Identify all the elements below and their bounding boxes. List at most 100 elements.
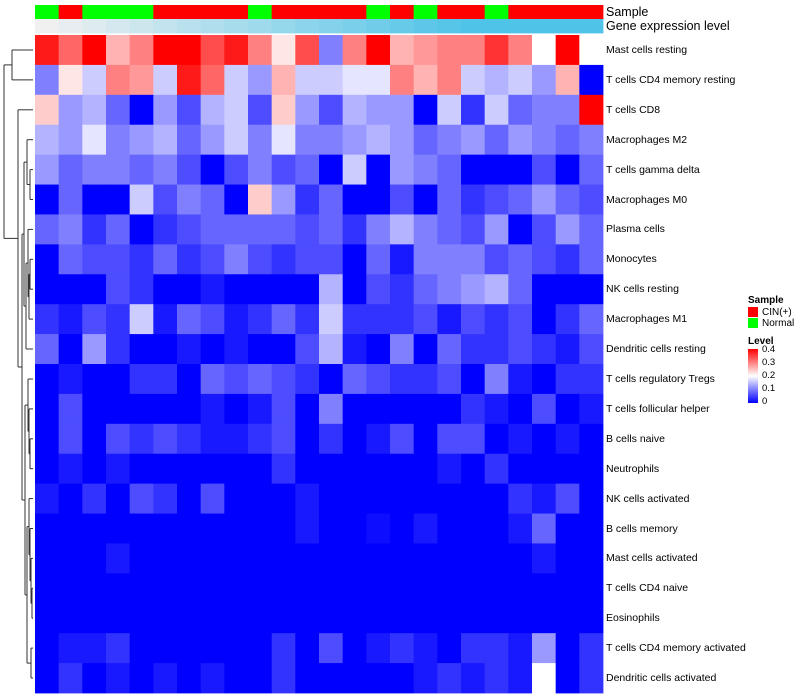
heatmap-cell [366,393,391,425]
heatmap-cell [177,453,202,485]
heatmap-cell [366,573,391,604]
heatmap-cell [224,364,249,395]
heatmap-cell [224,124,249,156]
sample-annotation-cell [35,5,60,20]
heatmap-cell [390,35,415,66]
heatmap-cell [342,393,367,425]
heatmap-cell [82,154,107,185]
sample-legend-swatch-cin [748,307,758,317]
heatmap-cell [508,124,533,156]
gene-expression-annotation-cell [58,19,83,34]
heatmap-cell [177,633,202,664]
heatmap-cell [366,304,391,335]
heatmap-cell [129,513,154,544]
heatmap-cell [58,483,83,514]
heatmap-cell [58,543,83,574]
heatmap-cell [366,274,391,305]
heatmap-cell [200,573,225,604]
heatmap-cell [271,364,296,395]
heatmap-cell [532,573,557,604]
heatmap-cell [248,663,273,694]
heatmap-cell [413,573,438,604]
heatmap-cell [271,35,296,66]
heatmap-cell [508,573,533,604]
gene-expression-annotation-cell [177,19,202,34]
heatmap-cell [295,274,320,305]
heatmap-cell [461,453,486,485]
sample-annotation-cell [366,5,391,20]
heatmap-cell [532,35,557,66]
heatmap-cell [390,364,415,395]
heatmap-cell [295,184,320,215]
heatmap-cell [319,184,344,215]
heatmap-cell [82,334,107,365]
heatmap-cell [342,663,367,694]
heatmap-cell [58,453,83,485]
heatmap-cell [153,64,178,96]
heatmap-cell [224,483,249,514]
heatmap-cell [35,663,60,694]
heatmap-cell [153,35,178,66]
heatmap-cell [390,304,415,335]
heatmap-cell [579,573,604,604]
heatmap-cell [106,274,131,305]
heatmap-cell [35,633,60,664]
heatmap-cell [177,603,202,634]
heatmap-cell [295,214,320,245]
heatmap-cell [342,214,367,245]
heatmap-cell [82,603,107,634]
heatmap-cell [461,124,486,156]
heatmap-cell [153,184,178,215]
heatmap-cell [106,423,131,455]
sample-legend-label-normal: Normal [762,318,795,329]
heatmap-cell [82,513,107,544]
heatmap-cell [248,244,273,275]
heatmap-cell [58,513,83,544]
heatmap-cell [532,154,557,185]
heatmap-cell [224,35,249,66]
sample-annotation-cell [177,5,202,20]
heatmap-cell [508,244,533,275]
heatmap-cell [484,513,509,544]
heatmap-cell [579,483,604,514]
heatmap-cell [461,35,486,66]
heatmap-cell [390,513,415,544]
gene-expression-annotation-cell [295,19,320,34]
heatmap-cell [508,334,533,365]
heatmap-cell [579,423,604,455]
heatmap-cell [271,573,296,604]
heatmap-cell [200,423,225,455]
heatmap-cell [106,364,131,395]
heatmap-cell [555,453,580,485]
heatmap-cell [532,94,557,126]
heatmap-cell [461,64,486,96]
heatmap-cell [35,513,60,544]
heatmap-cell [58,663,83,694]
heatmap-cell [437,274,462,305]
heatmap-cell [35,393,60,425]
heatmap-cell [129,124,154,156]
heatmap-cell [461,94,486,126]
heatmap-cell [532,453,557,485]
heatmap-cell [555,154,580,185]
heatmap-cell [555,633,580,664]
gene-expression-annotation-cell [35,19,60,34]
heatmap-cell [35,244,60,275]
heatmap-cell [177,184,202,215]
heatmap-cell [413,214,438,245]
gene-expression-annotation-cell [366,19,391,34]
heatmap-cell [248,304,273,335]
heatmap-cell [461,154,486,185]
heatmap-cell [200,214,225,245]
heatmap-cell [437,64,462,96]
heatmap-cell [271,304,296,335]
heatmap-cell [484,633,509,664]
row-label: T cells CD4 naive [606,582,689,595]
heatmap-cell [58,244,83,275]
heatmap-cell [177,304,202,335]
heatmap-cell [532,364,557,395]
heatmap-cell [271,633,296,664]
heatmap-cell [555,94,580,126]
row-label: T cells CD8 [606,103,661,116]
heatmap-cell [484,124,509,156]
